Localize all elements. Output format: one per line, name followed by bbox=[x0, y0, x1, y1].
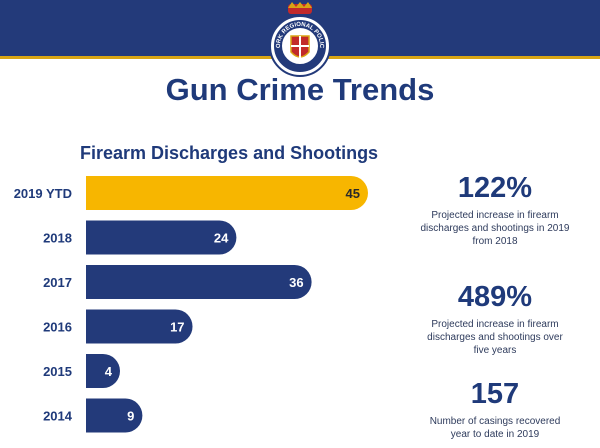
bar bbox=[86, 354, 120, 388]
bar bbox=[86, 265, 312, 299]
stat-block: 489% Projected increase in firearm disch… bbox=[420, 281, 570, 357]
stat-value: 489% bbox=[457, 281, 533, 313]
stat-value: 157 bbox=[470, 378, 520, 410]
page-title: Gun Crime Trends bbox=[165, 72, 435, 107]
stat-description: Number of casings recovered year to date… bbox=[429, 416, 561, 440]
chart-title: Firearm Discharges and Shootings bbox=[80, 143, 379, 163]
stat-description: Projected increase in firearm discharges… bbox=[427, 319, 563, 356]
police-crest-icon: YORK REGIONAL POLICE bbox=[266, 2, 331, 77]
category-label: 2015 bbox=[43, 364, 72, 379]
bar bbox=[86, 176, 368, 210]
bar-value-label: 4 bbox=[105, 364, 113, 379]
bar-value-label: 24 bbox=[214, 231, 229, 246]
category-label: 2018 bbox=[43, 231, 72, 246]
category-label: 2014 bbox=[43, 409, 73, 424]
category-label: 2017 bbox=[43, 275, 72, 290]
bar-value-label: 36 bbox=[289, 275, 303, 290]
bar-chart: 2019 YTD 45 2018 24 2017 36 2016 17 2015 4 2014 9 bbox=[14, 176, 368, 433]
bar bbox=[86, 220, 237, 255]
category-label: 2019 YTD bbox=[14, 186, 72, 201]
bar bbox=[86, 309, 193, 344]
bar-value-label: 9 bbox=[127, 409, 134, 424]
bar-value-label: 17 bbox=[170, 320, 184, 335]
category-label: 2016 bbox=[43, 320, 72, 335]
stat-block: 122% Projected increase in firearm disch… bbox=[420, 172, 570, 248]
stat-value: 122% bbox=[457, 172, 533, 204]
bar-value-label: 45 bbox=[346, 186, 360, 201]
bar bbox=[86, 398, 143, 433]
stat-description: Projected increase in firearm discharges… bbox=[420, 210, 570, 247]
stat-block: 157 Number of casings recovered year to … bbox=[420, 378, 570, 441]
